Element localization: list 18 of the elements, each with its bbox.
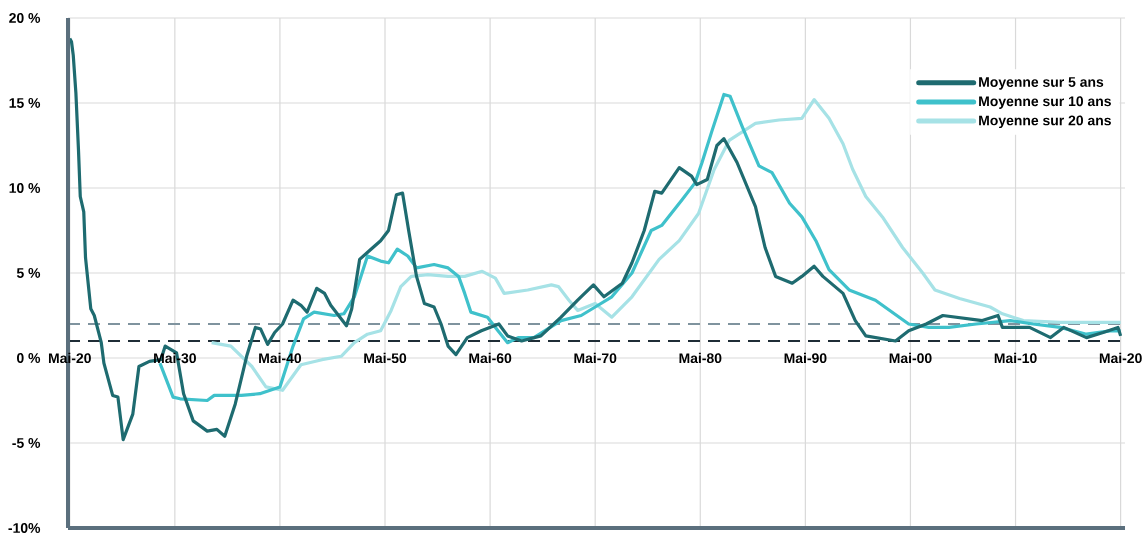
legend-label: Moyenne sur 20 ans	[979, 115, 1111, 129]
legend-label: Moyenne sur 5 ans	[979, 77, 1104, 90]
y-tick-label: 15 %	[9, 98, 41, 108]
y-tick-label: -10%	[8, 523, 41, 533]
x-tick-label: Mai-80	[679, 352, 722, 364]
y-tick-label: 20 %	[9, 13, 41, 23]
x-tick-label: Mai-00	[889, 352, 932, 364]
x-tick-label: Mai-50	[364, 352, 407, 364]
y-tick-label: 5 %	[16, 268, 41, 278]
legend-label: Moyenne sur 10 ans	[979, 96, 1111, 109]
x-tick-label: Mai-10	[994, 352, 1037, 364]
x-tick-label: Mai-60	[469, 352, 512, 364]
y-tick-label: -5 %	[12, 438, 41, 448]
x-tick-label: Mai-70	[574, 352, 617, 364]
y-tick-label: 0 %	[16, 353, 41, 363]
x-tick-label: Mai-20	[1099, 352, 1142, 364]
y-tick-label: 10 %	[9, 183, 41, 193]
x-tick-label: Mai-90	[784, 352, 827, 364]
